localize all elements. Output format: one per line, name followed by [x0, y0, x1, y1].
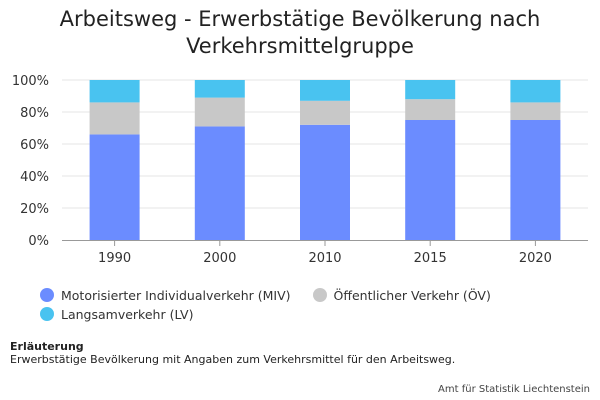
bar-segment [300, 124, 350, 240]
bar-segment [300, 80, 350, 101]
legend-item-lv[interactable]: Langsamverkehr (LV) [40, 305, 193, 323]
y-tick-label: 100% [12, 74, 49, 89]
note-section: Erläuterung Erwerbstätige Bevölkerung mi… [10, 340, 590, 366]
legend-item-miv[interactable]: Motorisierter Individualverkehr (MIV) [40, 286, 291, 304]
legend: Motorisierter Individualverkehr (MIV) Öf… [40, 286, 560, 324]
legend-item-oev[interactable]: Öffentlicher Verkehr (ÖV) [312, 286, 491, 304]
legend-marker-oev [312, 288, 327, 302]
legend-label-oev: Öffentlicher Verkehr (ÖV) [333, 287, 491, 303]
bar-segment [510, 120, 561, 240]
bar-segment [194, 80, 245, 98]
bar-segment [89, 134, 140, 240]
bar-segment [405, 80, 456, 100]
x-tick-label: 2015 [414, 251, 447, 266]
bar-segment [194, 97, 245, 127]
bar-segment [300, 100, 350, 125]
stacked-bar-chart: 0% 20% 40% 60% 80% 100% 1990 2000 2010 2015 2020 [12, 74, 588, 266]
bar-segment [405, 99, 456, 120]
x-tick-label: 2020 [519, 251, 552, 266]
legend-label-miv: Motorisierter Individualverkehr (MIV) [61, 287, 291, 303]
y-tick-label: 80% [20, 106, 49, 121]
x-tick-label: 2000 [203, 251, 236, 266]
bar-segment [194, 126, 245, 240]
chart-title: Arbeitsweg - Erwerbstätige Bevölkerung n… [59, 7, 541, 58]
legend-marker-miv [40, 288, 54, 302]
source-credit: Amt für Statistik Liechtenstein [438, 384, 590, 395]
legend-marker-lv [40, 307, 54, 321]
x-tick-label: 1990 [98, 251, 131, 266]
y-tick-label: 40% [20, 170, 49, 185]
y-tick-label: 60% [20, 138, 49, 153]
note-title: Erläuterung [10, 340, 84, 353]
y-tick-label: 20% [20, 202, 49, 217]
bar-segment [89, 80, 140, 103]
bar-segment [89, 102, 140, 135]
x-tick-label: 2010 [308, 251, 341, 266]
legend-label-lv: Langsamverkehr (LV) [61, 306, 194, 322]
bar-segment [405, 120, 456, 240]
y-tick-label: 0% [28, 234, 49, 249]
note-text: Erwerbstätige Bevölkerung mit Angaben zu… [10, 353, 456, 366]
bar-segment [510, 102, 561, 120]
bar-segment [510, 80, 561, 103]
